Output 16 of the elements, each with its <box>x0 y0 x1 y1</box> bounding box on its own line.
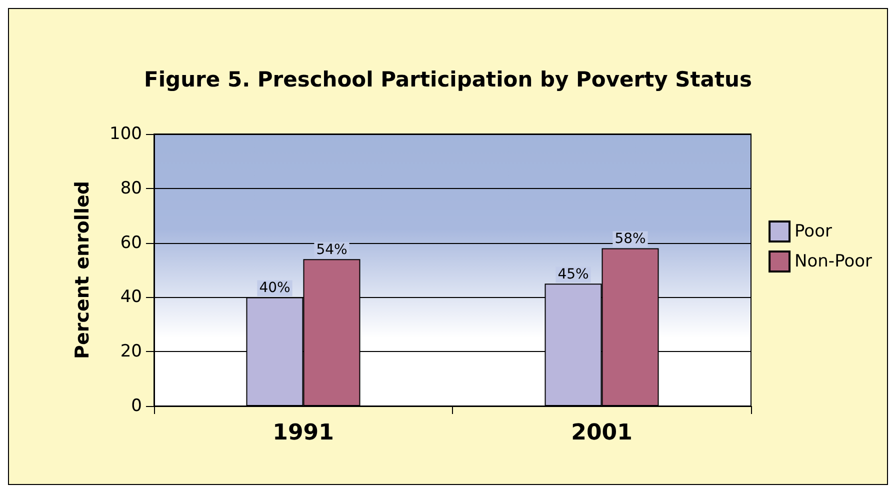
chart-title: Figure 5. Preschool Participation by Poverty Status <box>144 68 752 92</box>
y-tick-label: 40 <box>120 287 142 308</box>
y-tick-label: 0 <box>131 396 142 416</box>
data-label: 45% <box>558 266 589 283</box>
data-label: 54% <box>316 242 348 258</box>
data-label: 40% <box>259 280 290 296</box>
x-tick-label: 1991 <box>272 420 334 446</box>
data-label: 58% <box>614 231 646 248</box>
y-tick-label: 20 <box>120 342 142 362</box>
y-tick-label: 80 <box>120 178 142 198</box>
x-tick-label: 2001 <box>571 420 632 446</box>
y-tick-label: 100 <box>110 124 142 144</box>
y-axis-title: Percent enrolled <box>72 181 94 359</box>
legend-label: Non-Poor <box>794 252 872 272</box>
legend-label: Poor <box>794 222 832 242</box>
y-tick-label: 60 <box>120 232 142 253</box>
